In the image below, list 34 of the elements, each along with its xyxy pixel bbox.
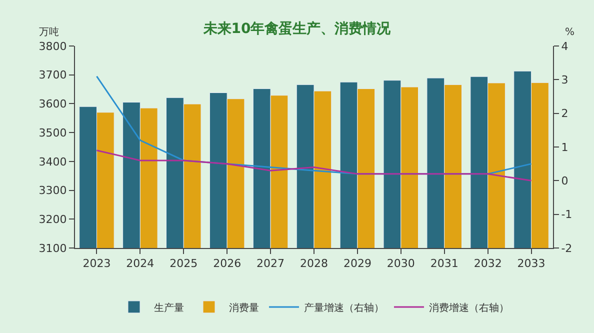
y-axis-title: 万吨 xyxy=(39,26,59,38)
y2-tick-label: 0 xyxy=(561,174,568,188)
legend-label: 生产量 xyxy=(154,302,184,314)
x-tick-label: 2031 xyxy=(430,257,458,270)
y-tick-label: 3400 xyxy=(38,155,67,168)
y-tick-label: 3500 xyxy=(38,126,67,140)
y2-tick-label: -2 xyxy=(561,242,572,255)
y-tick-label: 3300 xyxy=(38,184,67,198)
x-tick-label: 2024 xyxy=(126,257,154,270)
x-tick-label: 2032 xyxy=(474,257,502,270)
legend-label: 消费量 xyxy=(229,302,259,314)
legend-label: 产量增速（右轴） xyxy=(304,302,384,314)
x-tick-label: 2030 xyxy=(386,257,415,270)
y2-tick-label: 4 xyxy=(561,40,568,53)
y-tick-label: 3800 xyxy=(38,40,67,53)
y2-tick-label: 1 xyxy=(561,140,568,154)
y-tick-label: 3700 xyxy=(38,68,67,82)
x-tick-label: 2025 xyxy=(170,257,198,270)
y-tick-label: 3600 xyxy=(38,98,67,111)
y2-tick-label: 3 xyxy=(561,74,568,87)
x-tick-label: 2027 xyxy=(256,257,285,270)
x-tick-label: 2023 xyxy=(82,257,111,270)
y2-tick-label: -1 xyxy=(561,208,572,222)
x-tick-label: 2029 xyxy=(343,257,372,270)
y2-axis-title: % xyxy=(565,27,575,38)
line-series xyxy=(96,150,532,182)
chart-title: 未来10年禽蛋生产、消费情况 xyxy=(202,20,392,38)
x-tick-label: 2026 xyxy=(213,257,242,270)
x-tick-label: 2028 xyxy=(300,257,328,270)
x-tick-label: 2033 xyxy=(517,257,546,270)
legend-label: 消费增速（右轴） xyxy=(429,302,509,314)
y-tick-label: 3100 xyxy=(38,242,67,255)
y-tick-label: 3200 xyxy=(38,212,67,226)
y2-tick-label: 2 xyxy=(561,107,568,120)
